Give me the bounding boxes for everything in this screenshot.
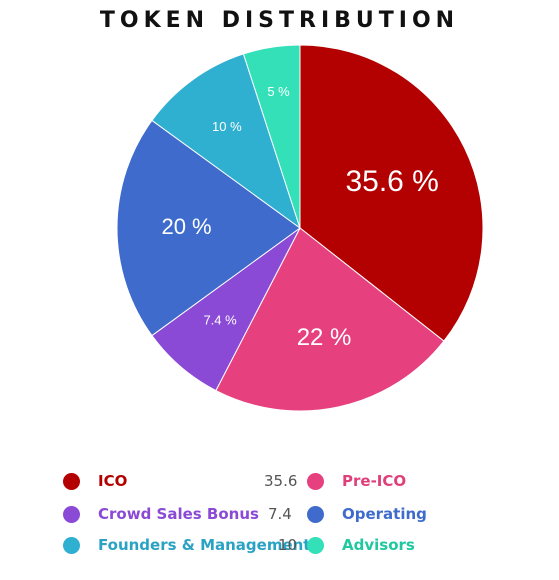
pie-chart: 35.6 % 22 % 7.4 % 20 % 10 % 5 %: [116, 44, 484, 412]
legend-item-ico: ICO: [63, 469, 127, 493]
slice-label-operating: 20 %: [161, 214, 211, 239]
slice-label-ico: 35.6 %: [345, 165, 438, 198]
legend-marker-ico: [63, 472, 80, 490]
legend-value-founders-management: 10: [278, 536, 298, 554]
legend-marker-crowd-sales-bonus: [63, 505, 80, 523]
legend-item-founders-management: Founders & Management: [63, 533, 310, 557]
slice-label-founders-management: 10 %: [212, 119, 242, 134]
legend-marker-operating: [307, 505, 324, 523]
legend-marker-pre-ico: [307, 472, 324, 490]
legend-item-crowd-sales-bonus: Crowd Sales Bonus: [63, 502, 259, 526]
pie-slice-advisors: [242, 44, 301, 229]
legend-marker-advisors: [307, 536, 324, 554]
slice-label-crowd-sales-bonus: 7.4 %: [203, 312, 237, 327]
pie-slice-founders-management: [151, 53, 301, 230]
legend-label-ico: ICO: [98, 472, 128, 490]
legend-value-ico: 35.6: [264, 472, 298, 490]
pie-slice-ico: [299, 44, 484, 342]
legend-marker-founders-management: [63, 536, 80, 554]
legend-label-operating: Operating: [342, 505, 427, 523]
legend-label-pre-ico: Pre-ICO: [342, 472, 407, 490]
legend-label-advisors: Advisors: [342, 536, 415, 554]
chart-title: TOKEN DISTRIBUTION: [99, 8, 460, 33]
legend-label-founders-management: Founders & Management: [98, 536, 311, 554]
pie-slice-pre-ico: [215, 227, 445, 412]
pie-slice-operating: [116, 119, 301, 337]
slice-label-advisors: 5 %: [267, 84, 290, 99]
legend-value-crowd-sales-bonus: 7.4: [268, 505, 292, 523]
legend-item-advisors: Advisors: [307, 533, 415, 557]
legend-item-pre-ico: Pre-ICO: [307, 469, 406, 493]
legend-item-operating: Operating: [307, 502, 427, 526]
legend-label-crowd-sales-bonus: Crowd Sales Bonus: [98, 505, 259, 523]
slice-label-pre-ico: 22 %: [297, 324, 352, 351]
